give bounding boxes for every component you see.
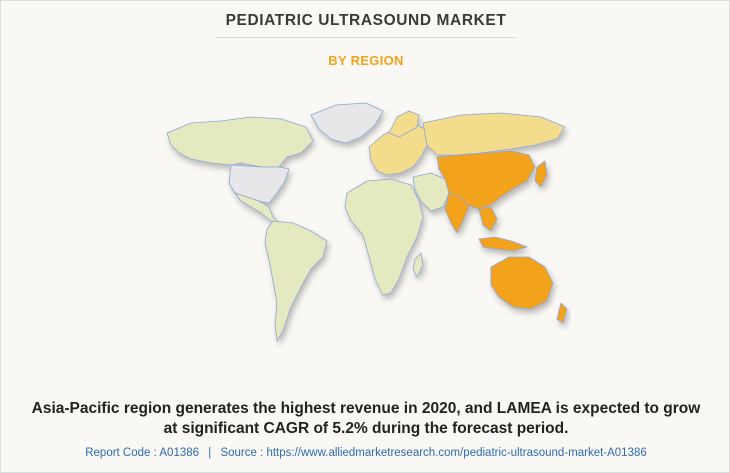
headline-line-1: Asia-Pacific region generates the highes…	[31, 400, 701, 417]
region-australia	[490, 256, 554, 310]
region-indonesia	[478, 236, 528, 252]
report-code: Report Code : A01386	[85, 447, 200, 459]
region-india	[444, 192, 470, 234]
page-title: PEDIATRIC ULTRASOUND MARKET	[225, 12, 507, 29]
title-divider	[216, 37, 516, 38]
page-subtitle: BY REGION	[328, 53, 404, 68]
region-scandinavia	[388, 110, 420, 138]
region-new-zealand	[556, 302, 568, 324]
source-link[interactable]: Source : https://www.alliedmarketresearc…	[220, 447, 647, 459]
region-africa	[344, 178, 424, 296]
region-south-america	[264, 220, 328, 342]
region-russia	[422, 112, 566, 156]
footer-separator: |	[208, 447, 212, 459]
region-north-america	[228, 164, 290, 204]
region-greenland	[310, 102, 384, 144]
region-madagascar	[412, 252, 424, 278]
headline-line-2: at significant CAGR of 5.2% during the f…	[163, 420, 569, 437]
footer: Report Code : A01386 | Source : https://…	[1, 447, 730, 459]
headline-text: Asia-Pacific region generates the highes…	[11, 399, 721, 439]
region-canada	[166, 116, 314, 168]
region-middle-east	[412, 172, 450, 212]
world-map	[166, 102, 568, 342]
region-japan	[534, 160, 548, 188]
region-asia-pacific	[436, 150, 536, 210]
region-southeast-asia	[478, 206, 498, 232]
